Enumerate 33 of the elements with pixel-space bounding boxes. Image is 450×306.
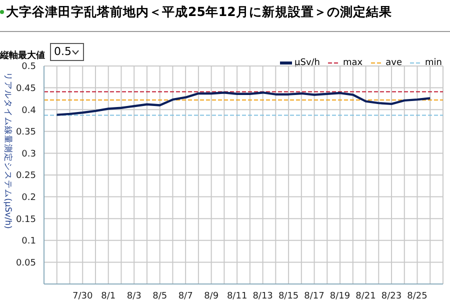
x-tick-label: 8/11 bbox=[226, 291, 248, 302]
y-tick-label: 0.45 bbox=[16, 84, 36, 94]
legend-label: max bbox=[343, 58, 363, 68]
x-tick-label: 7/30 bbox=[72, 291, 93, 302]
y-tick-label: 0.2 bbox=[22, 192, 36, 203]
y-tick-label: 0.1 bbox=[22, 236, 36, 247]
x-tick-label: 8/3 bbox=[126, 291, 142, 302]
y-tick-label: 0.05 bbox=[16, 258, 36, 268]
y-tick-label: 0.5 bbox=[22, 62, 36, 72]
line-series bbox=[56, 91, 432, 116]
x-tick-label: 8/21 bbox=[356, 291, 376, 302]
y-tick-label: 0.15 bbox=[16, 214, 36, 225]
x-tick-label: 8/5 bbox=[152, 291, 168, 302]
x-tick-label: 8/9 bbox=[204, 291, 219, 302]
legend-label: ave bbox=[386, 58, 402, 68]
x-tick-label: 8/25 bbox=[407, 291, 428, 302]
y-tick-label: 0.25 bbox=[16, 171, 36, 182]
x-tick-label: 8/13 bbox=[252, 291, 273, 302]
x-tick-label: 8/7 bbox=[178, 291, 193, 302]
x-tick-label: 8/15 bbox=[278, 291, 299, 302]
y-tick-label: 0.35 bbox=[16, 128, 36, 138]
x-tick-label: 8/19 bbox=[330, 291, 350, 302]
y-tick-label: 0.4 bbox=[22, 106, 36, 116]
y-axis-title: リアルタイム線量測定システム(μSv/h) bbox=[2, 71, 12, 231]
x-tick-label: 8/23 bbox=[381, 291, 402, 302]
y-tick-label: 0.3 bbox=[22, 149, 36, 160]
dropdown: 0.5 bbox=[50, 43, 84, 61]
legend-label: μSv/h bbox=[294, 58, 320, 68]
x-tick-label: 8/1 bbox=[101, 291, 116, 302]
x-tick-label: 8/17 bbox=[304, 291, 324, 302]
legend-label: min bbox=[425, 58, 442, 68]
text: 縦軸最大値 bbox=[0, 49, 45, 62]
chart-title: 大字谷津田字乱塔前地内＜平成25年12月に新規設置＞の測定結果 bbox=[6, 4, 392, 21]
